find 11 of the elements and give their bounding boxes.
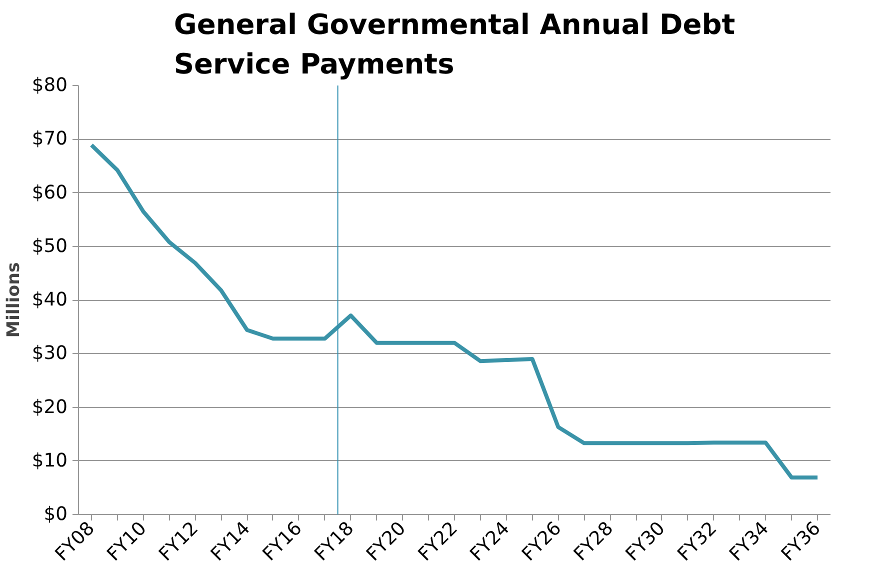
y-tick-label: $80 (32, 75, 68, 96)
y-tick-label: $60 (32, 182, 68, 204)
y-tick-label: $10 (32, 450, 68, 472)
y-tick-label: $50 (32, 236, 68, 257)
y-tick-label: $70 (32, 128, 68, 150)
y-tick-label: $30 (32, 343, 68, 364)
y-tick-label: $0 (44, 504, 68, 525)
y-tick-label: $40 (32, 290, 68, 310)
y-axis-title: Millions (4, 262, 24, 338)
y-tick-label: $20 (32, 396, 68, 418)
chart-title: General Governmental Annual Debt Service Payments (174, 8, 736, 80)
